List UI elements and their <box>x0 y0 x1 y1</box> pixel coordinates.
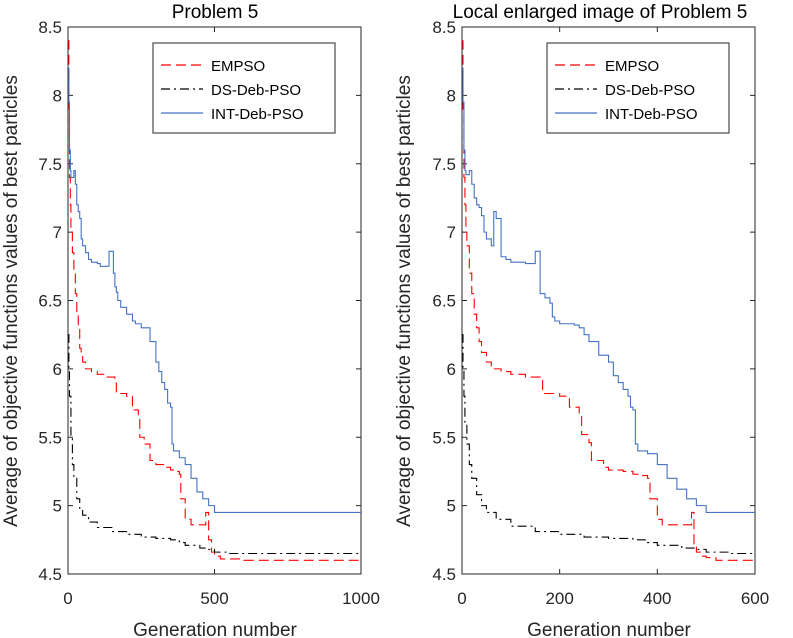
y-tick-label: 5.5 <box>38 428 62 447</box>
x-tick-label: 200 <box>545 589 573 608</box>
y-tick-label: 5 <box>447 497 456 516</box>
series-line-int-deb-pso <box>462 67 755 514</box>
x-tick-label: 0 <box>63 589 72 608</box>
y-tick-label: 7.5 <box>432 155 456 174</box>
x-tick-label: 500 <box>200 589 228 608</box>
chart-problem-5: Problem 5 Generation number Average of o… <box>1 2 380 638</box>
legend-label: EMPSO <box>605 58 659 75</box>
y-axis-label: Average of objective functions values of… <box>1 75 22 527</box>
y-tick-label: 6 <box>447 360 456 379</box>
legend-box <box>152 42 336 134</box>
legend-label: EMPSO <box>211 58 265 75</box>
y-tick-label: 6 <box>53 360 62 379</box>
chart-local-enlarged-problem-5: Local enlarged image of Problem 5 Genera… <box>394 2 769 638</box>
y-tick-label: 4.5 <box>432 565 456 584</box>
legend-box <box>546 42 730 134</box>
y-tick-label: 8.5 <box>38 18 62 37</box>
x-axis-label: Generation number <box>133 620 297 638</box>
y-tick-label: 5 <box>53 497 62 516</box>
y-tick-label: 8.5 <box>432 18 456 37</box>
series-line-ds-deb-pso <box>462 334 755 555</box>
y-tick-label: 7 <box>53 223 62 242</box>
y-tick-label: 7.5 <box>38 155 62 174</box>
legend-label: DS-Deb-PSO <box>605 82 695 99</box>
x-axis-label: Generation number <box>527 620 691 638</box>
legend-label: INT-Deb-PSO <box>605 106 698 123</box>
y-tick-label: 4.5 <box>38 565 62 584</box>
y-tick-label: 7 <box>447 223 456 242</box>
y-tick-label: 6.5 <box>432 292 456 311</box>
x-tick-label: 1000 <box>342 589 380 608</box>
y-tick-label: 8 <box>53 86 62 105</box>
legend-label: INT-Deb-PSO <box>211 106 304 123</box>
y-tick-label: 8 <box>447 86 456 105</box>
x-tick-label: 600 <box>741 589 769 608</box>
y-tick-label: 6.5 <box>38 292 62 311</box>
legend: EMPSO DS-Deb-PSO INT-Deb-PSO <box>152 42 336 134</box>
x-tick-label: 400 <box>643 589 671 608</box>
chart-title: Local enlarged image of Problem 5 <box>453 2 748 23</box>
series-line-empso <box>68 40 361 561</box>
y-axis-label: Average of objective functions values of… <box>394 75 415 527</box>
legend: EMPSO DS-Deb-PSO INT-Deb-PSO <box>546 42 730 134</box>
y-tick-label: 5.5 <box>432 428 456 447</box>
series-line-ds-deb-pso <box>68 334 361 555</box>
chart-title: Problem 5 <box>172 2 259 23</box>
x-tick-label: 0 <box>457 589 466 608</box>
series-line-int-deb-pso <box>68 67 361 514</box>
legend-label: DS-Deb-PSO <box>211 82 301 99</box>
